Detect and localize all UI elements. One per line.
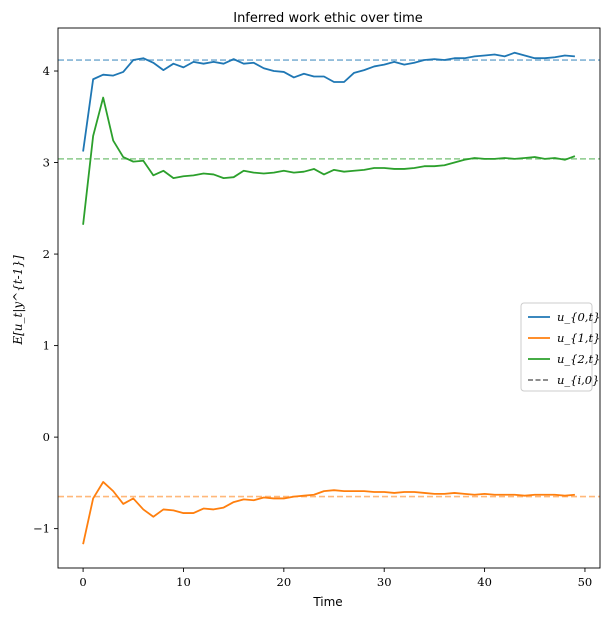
legend-label-1: u_{1,t} xyxy=(557,331,600,345)
x-tick-label: 10 xyxy=(176,575,191,589)
legend: u_{0,t} u_{1,t} u_{2,t} u_{i,0} xyxy=(520,302,600,392)
y-tick-label: −1 xyxy=(33,522,50,536)
x-tick-label: 40 xyxy=(477,575,492,589)
x-tick-label: 0 xyxy=(79,575,86,589)
y-tick-label: 1 xyxy=(43,339,50,353)
series-line-0 xyxy=(82,51,575,152)
chart-title: Inferred work ethic over time xyxy=(233,11,423,26)
legend-box xyxy=(520,302,593,392)
axes-frame xyxy=(57,27,601,569)
legend-label-2: u_{2,t} xyxy=(557,352,600,366)
x-tick-label: 50 xyxy=(578,575,593,589)
series-line-1 xyxy=(82,481,575,545)
y-axis-label: E[u_t|y^{t-1}] xyxy=(11,255,25,346)
y-tick-label: 2 xyxy=(43,247,50,261)
x-tick-label: 20 xyxy=(277,575,292,589)
y-tick-label: 3 xyxy=(43,156,50,170)
y-tick-label: 4 xyxy=(43,64,50,78)
y-ticks: −1 0 1 2 3 4 xyxy=(33,64,58,536)
series-line-2 xyxy=(82,96,576,225)
legend-label-3: u_{i,0} xyxy=(557,373,599,387)
y-tick-label: 0 xyxy=(43,430,50,444)
x-ticks: 0 10 20 30 40 50 xyxy=(79,568,592,589)
x-axis-label: Time xyxy=(312,595,342,609)
x-tick-label: 30 xyxy=(377,575,392,589)
legend-label-0: u_{0,t} xyxy=(557,310,600,324)
axes xyxy=(57,27,601,569)
series-lines xyxy=(82,51,576,545)
